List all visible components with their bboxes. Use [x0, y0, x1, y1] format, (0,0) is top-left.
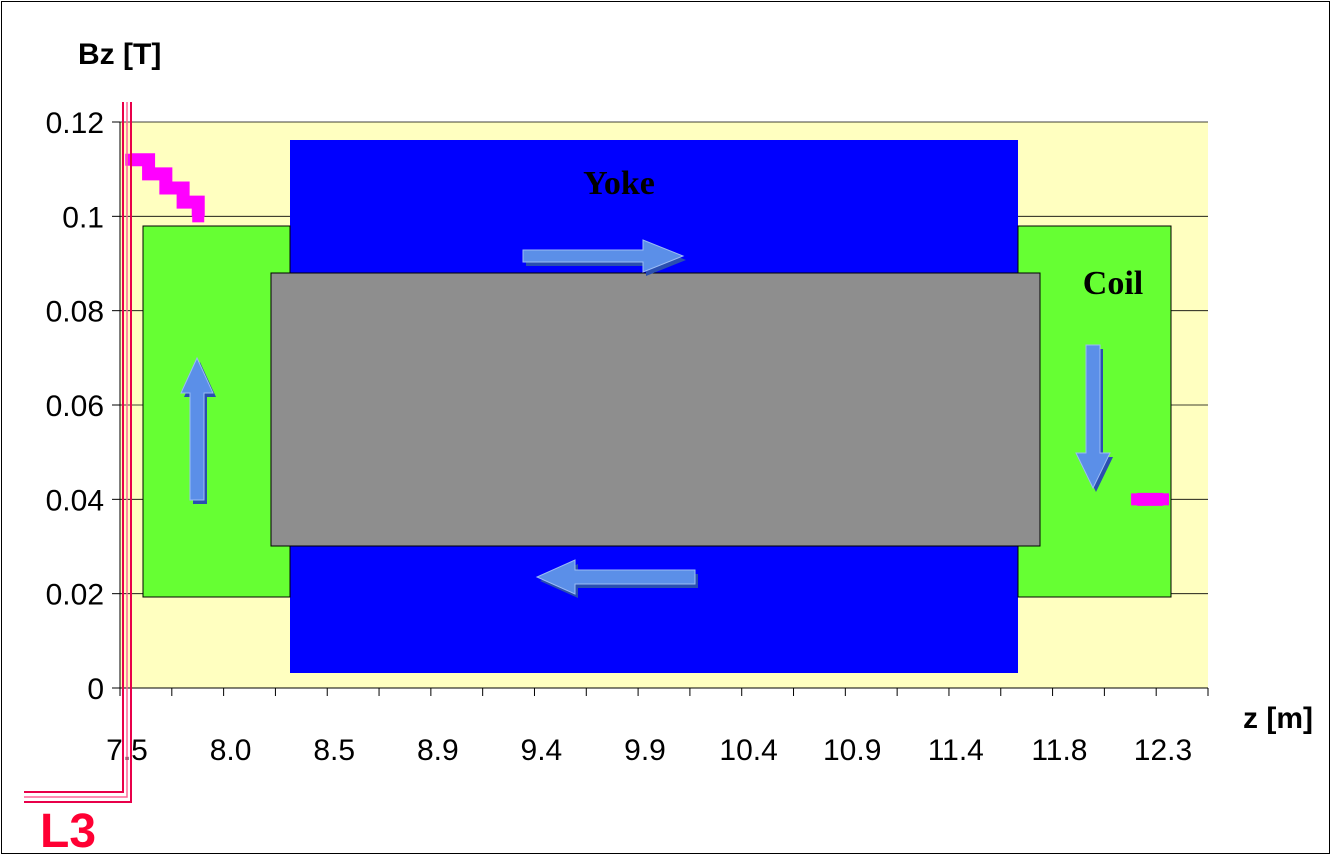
series-point [142, 167, 155, 180]
x-tick-label: 8.0 [210, 734, 252, 767]
x-tick-label: 11.8 [1031, 734, 1087, 767]
y-tick-label: 0.08 [46, 296, 104, 329]
x-tick-label: 8.9 [417, 734, 459, 767]
coil-left [142, 225, 291, 598]
series-point [177, 196, 190, 209]
arrow-left-icon [535, 559, 698, 598]
series-point [159, 182, 172, 195]
arrow-down-icon [1075, 344, 1113, 492]
detector-marker [24, 102, 132, 803]
coil-label: Coil [1083, 265, 1143, 302]
series-point [1131, 493, 1144, 506]
series-layer [125, 153, 1169, 506]
series-point [192, 210, 205, 223]
x-tick-label: 10.4 [719, 734, 777, 767]
x-tick-label: 10.9 [823, 734, 881, 767]
x-tick-label: 9.4 [521, 734, 563, 767]
x-axis-label: z [m] [1243, 702, 1313, 735]
x-tick-label: 8.5 [313, 734, 355, 767]
series-point [1157, 493, 1169, 506]
detector-label: L3 [40, 805, 96, 857]
x-axis-ticks: 7.5 8.0 8.5 8.9 9.4 9.9 10.4 10.9 11.4 11.8 12.3 [106, 688, 1209, 767]
core-block [270, 272, 1041, 547]
y-tick-label: 0 [87, 673, 104, 706]
arrow-right-icon [522, 239, 686, 276]
x-tick-label: 11.4 [928, 734, 984, 767]
y-tick-label: 0.06 [46, 390, 104, 423]
arrow-up-icon [180, 356, 216, 504]
y-tick-label: 0.1 [62, 201, 104, 234]
y-tick-label: 0.12 [46, 107, 104, 140]
x-tick-label: 9.9 [624, 734, 666, 767]
yoke-label: Yoke [583, 165, 655, 202]
y-axis-label: Bz [T] [78, 38, 161, 71]
y-axis-ticks: 0.12 0.1 0.08 0.06 0.04 0.02 0 [46, 107, 120, 706]
y-tick-label: 0.04 [46, 484, 104, 517]
x-tick-label: 12.3 [1134, 734, 1192, 767]
y-tick-label: 0.02 [46, 579, 104, 612]
